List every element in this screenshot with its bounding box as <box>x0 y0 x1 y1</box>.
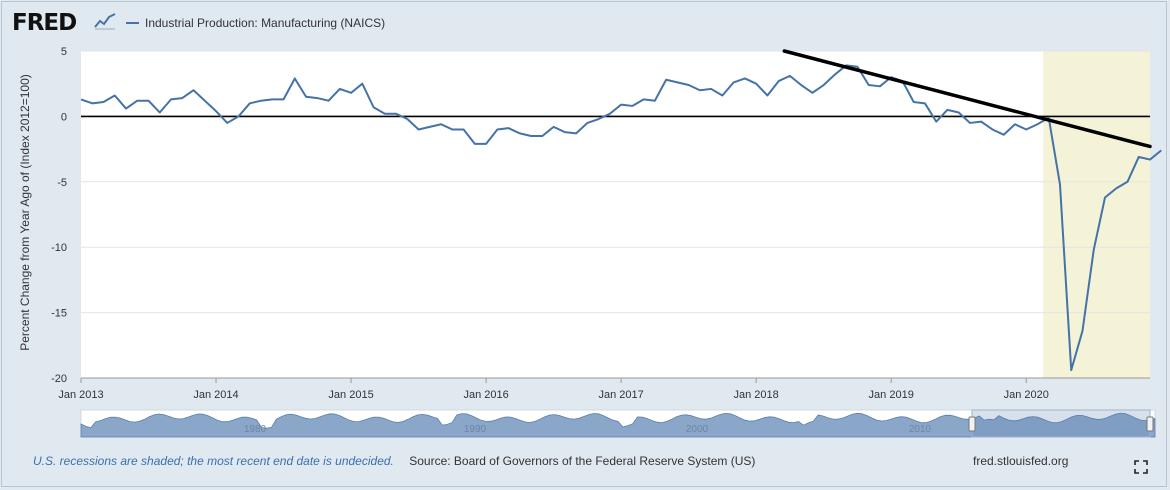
y-tick-label: -10 <box>51 242 67 254</box>
y-tick-label: 5 <box>61 46 67 58</box>
fred-graph-icon <box>94 13 116 30</box>
x-tick-label: Jan 2014 <box>193 389 238 401</box>
navigator-label: 2010 <box>909 424 932 435</box>
navigator-label: 2000 <box>686 424 709 435</box>
footer-notes: U.S. recessions are shaded; the most rec… <box>33 454 755 468</box>
navigator-label: 1980 <box>244 424 267 435</box>
y-tick-label: 0 <box>61 111 67 123</box>
legend[interactable]: Industrial Production: Manufacturing (NA… <box>126 14 385 32</box>
navigator-handle[interactable] <box>968 416 976 432</box>
series-line <box>80 64 1162 372</box>
x-tick-label: Jan 2018 <box>734 389 779 401</box>
x-tick-label: Jan 2013 <box>58 389 103 401</box>
y-tick-label: -15 <box>51 308 67 320</box>
site-link[interactable]: fred.stlouisfed.org <box>973 454 1069 468</box>
trendline-annotation <box>782 49 1152 149</box>
x-tick-label: Jan 2020 <box>1004 389 1049 401</box>
fred-logo[interactable]: FRED <box>12 10 77 36</box>
navigator-handle[interactable] <box>1146 416 1154 432</box>
y-tick-label: -20 <box>51 373 67 385</box>
y-tick-label: -5 <box>57 177 67 189</box>
legend-label: Industrial Production: Manufacturing (NA… <box>145 15 386 30</box>
x-tick-label: Jan 2015 <box>328 389 373 401</box>
x-tick-label: Jan 2019 <box>869 389 914 401</box>
x-tick-label: Jan 2016 <box>463 389 508 401</box>
legend-swatch <box>126 21 139 24</box>
fullscreen-icon[interactable] <box>1134 460 1148 474</box>
x-tick-label: Jan 2017 <box>598 389 643 401</box>
navigator-selection <box>971 409 1151 438</box>
recession-note: U.S. recessions are shaded; the most rec… <box>33 454 394 468</box>
source-note: Source: Board of Governors of the Federa… <box>409 454 756 468</box>
plot-area <box>81 51 1150 378</box>
y-axis-title: Percent Change from Year Ago of (Index 2… <box>18 74 32 351</box>
navigator-label: 1990 <box>464 424 487 435</box>
recession-shade <box>1043 51 1150 378</box>
navigator-series <box>80 412 1156 438</box>
